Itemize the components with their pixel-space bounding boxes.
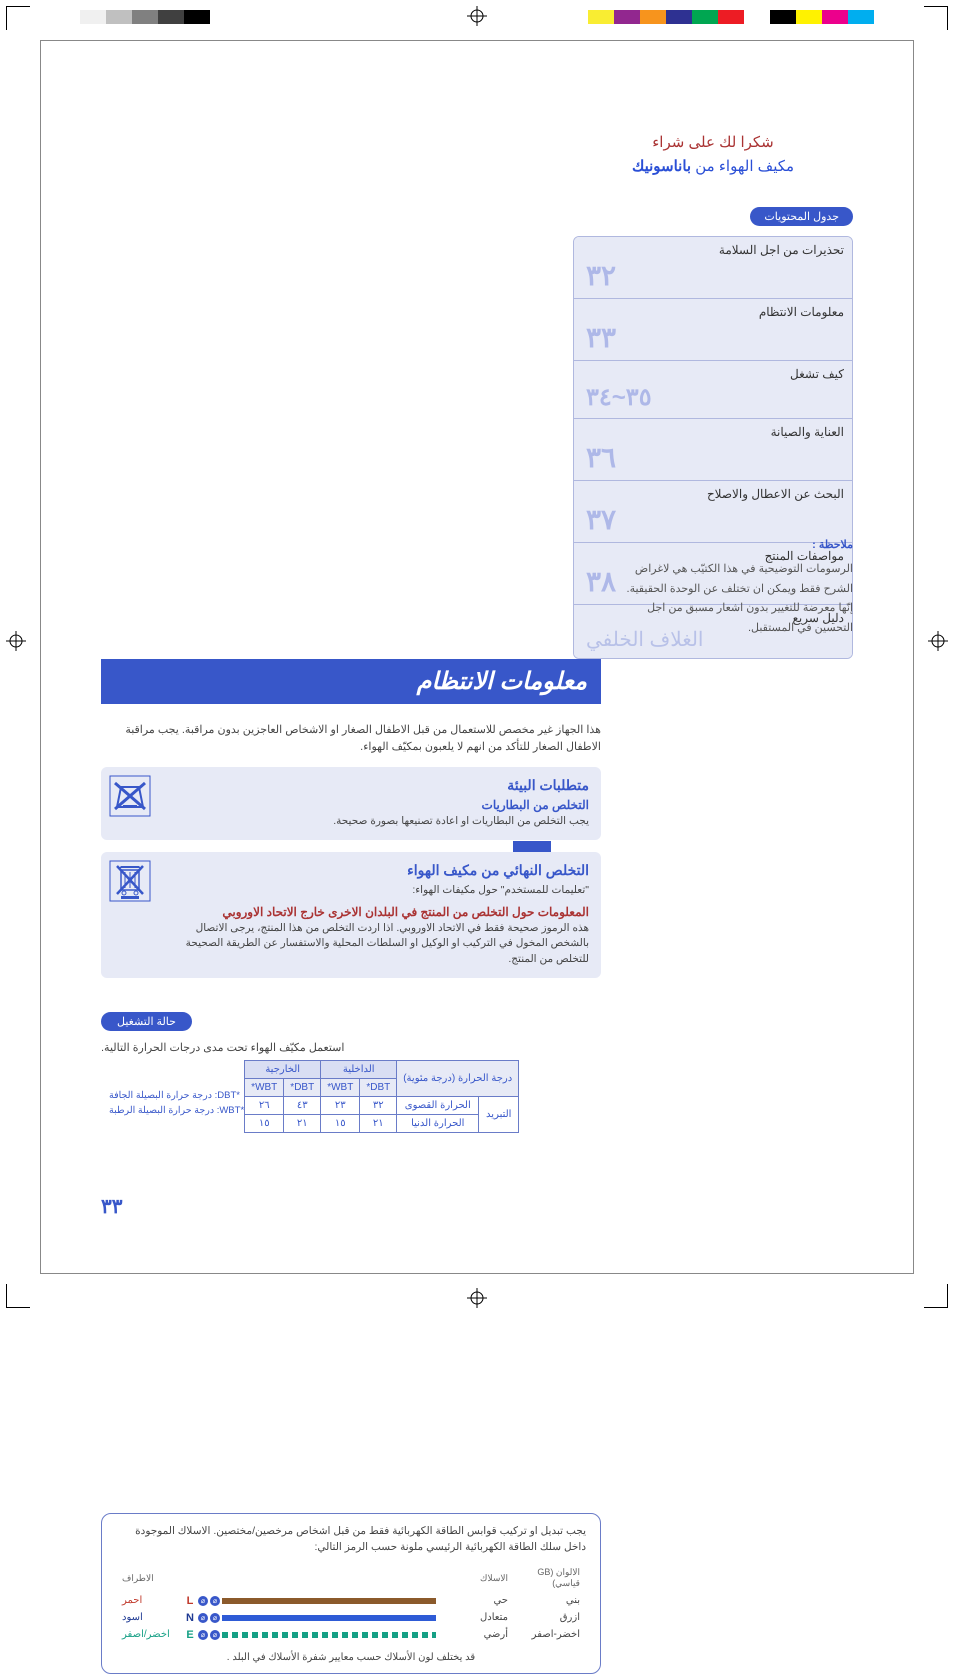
note-block: ملاحظة : الرسومات التوضيحية في هذا الكتي… xyxy=(593,536,853,639)
wiring-row: اخضر-اصفرأرضي⌀⌀Eاخضر/اصفر xyxy=(118,1627,584,1642)
wire-letter: N xyxy=(184,1612,196,1624)
registration-mark-icon xyxy=(6,631,26,651)
wire-color: بني xyxy=(514,1593,584,1608)
color-bar xyxy=(80,10,210,24)
toc-item: تحذيرات من اجل السلامة٣٢ xyxy=(574,237,852,299)
section-title: معلومات الانتظام xyxy=(101,659,601,704)
td-v: ٤٣ xyxy=(284,1096,321,1114)
registration-mark-icon xyxy=(928,631,948,651)
wiring-table: الالوان (GB قياسي) الاسلاك الاطراف بنيحي… xyxy=(116,1563,586,1644)
toc-page: ٣٣ xyxy=(574,321,852,360)
toc-label: معلومات الانتظام xyxy=(574,299,852,321)
td-v: ٣٢ xyxy=(360,1096,397,1114)
td-v: ٢١ xyxy=(284,1114,321,1132)
wire-term: احمر xyxy=(118,1593,178,1608)
toc-label: تحذيرات من اجل السلامة xyxy=(574,237,852,259)
disposal-box: التخلص النهائي من مكيف الهواء "تعليمات ل… xyxy=(101,852,601,978)
td-v: ٢٣ xyxy=(321,1096,360,1114)
th-main: درجة الحرارة (درجة مئوية) xyxy=(397,1060,519,1096)
toc-page: ٣٢ xyxy=(574,259,852,298)
toc-page: ٣٥~٣٤ xyxy=(574,383,852,418)
th-outdoor: الخارجية xyxy=(245,1060,321,1078)
wire-bar: ⌀⌀E xyxy=(180,1627,440,1642)
battery-recycle-icon xyxy=(109,775,151,817)
registration-mark-icon xyxy=(467,6,487,26)
env-h4: التخلص من البطاريات xyxy=(161,798,589,812)
td-mode: التبريد xyxy=(479,1096,519,1132)
wire-bar: ⌀⌀L xyxy=(180,1593,440,1608)
note-dbt: *DBT: درجة حرارة البصيلة الجافة xyxy=(109,1088,244,1103)
note-title: ملاحظة : xyxy=(593,536,853,556)
th-dbt2: DBT* xyxy=(284,1078,321,1096)
toc-item: معلومات الانتظام٣٣ xyxy=(574,299,852,361)
thanks-line1: شكرا لك على شراء xyxy=(573,131,853,155)
environment-box: متطلبات البيئة التخلص من البطاريات يجب ا… xyxy=(101,767,601,840)
color-bar xyxy=(588,10,874,24)
weee-bin-icon xyxy=(109,860,151,902)
wire-term: اسود xyxy=(118,1610,178,1625)
wh-wires: الاسلاك xyxy=(442,1565,512,1591)
note-l4: التحسين في المستقبل. xyxy=(593,619,853,639)
toc-label: العناية والصيانة xyxy=(574,419,852,441)
wire-conn: أرضي xyxy=(442,1627,512,1642)
td-v: ١٥ xyxy=(321,1114,360,1132)
wire-color: ازرق xyxy=(514,1610,584,1625)
toc-item: كيف تشغل٣٥~٣٤ xyxy=(574,361,852,419)
th-dbt: DBT* xyxy=(360,1078,397,1096)
wiring-intro: يجب تبديل او تركيب قوابس الطاقة الكهربائ… xyxy=(116,1524,586,1556)
th-indoor: الداخلية xyxy=(321,1060,397,1078)
wire-color: اخضر-اصفر xyxy=(514,1627,584,1642)
temperature-table: درجة الحرارة (درجة مئوية) الداخلية الخار… xyxy=(244,1060,519,1133)
condition-intro: استعمل مكيّف الهواء تحت مدى درجات الحرار… xyxy=(101,1041,601,1054)
note-l1: الرسومات التوضيحية في هذا الكتيّب هي لاغ… xyxy=(593,560,853,580)
disposal-h3: التخلص النهائي من مكيف الهواء xyxy=(161,862,589,879)
wire-conn: متعادل xyxy=(442,1610,512,1625)
note-wbt: *WBT: درجة حرارة البصيلة الرطبة xyxy=(109,1103,244,1118)
thanks-line2-prefix: مكيف الهواء من xyxy=(691,158,794,175)
toc-item: العناية والصيانة٣٦ xyxy=(574,419,852,481)
td-v: ٢٦ xyxy=(245,1096,284,1114)
toc-title-pill: جدول المحتويات xyxy=(750,207,853,226)
env-p: يجب التخلص من البطاريات او اعادة تصنيعها… xyxy=(161,814,589,830)
toc-label: البحث عن الاعطال والاصلاح xyxy=(574,481,852,503)
note-l3: إنّها معرضة للتغيير بدون اشعار مسبق من ا… xyxy=(593,599,853,619)
disposal-h4: المعلومات حول التخلص من المنتج في البلدا… xyxy=(161,905,589,919)
wh-terms: الاطراف xyxy=(118,1565,178,1591)
note-l2: الشرح فقط ويمكن ان تختلف عن الوحدة الحقي… xyxy=(593,580,853,600)
temp-notes: *DBT: درجة حرارة البصيلة الجافة *WBT: در… xyxy=(109,1088,244,1118)
thanks-brand: باناسونيك xyxy=(632,158,691,175)
th-wbt2: WBT* xyxy=(245,1078,284,1096)
disposal-p2: هذه الرموز صحيحة فقط في الاتحاد الاوروبي… xyxy=(161,921,589,968)
intro-paragraph: هذا الجهاز غير مخصص للاستعمال من قبل الا… xyxy=(101,722,601,755)
condition-pill: حالة التشغيل xyxy=(101,1012,192,1031)
wire-bar: ⌀⌀N xyxy=(180,1610,440,1625)
th-wbt: WBT* xyxy=(321,1078,360,1096)
wiring-row: بنيحي⌀⌀Lاحمر xyxy=(118,1593,584,1608)
thanks-block: شكرا لك على شراء مكيف الهواء من باناسوني… xyxy=(573,131,853,179)
env-h3: متطلبات البيئة xyxy=(161,777,589,794)
toc-page: ٣٦ xyxy=(574,441,852,480)
td-max: الحرارة القصوى xyxy=(397,1096,479,1114)
wire-letter: E xyxy=(184,1629,196,1641)
wiring-footer: قد يختلف لون الأسلاك حسب معايير شفرة الأ… xyxy=(116,1652,586,1663)
disposal-p1: "تعليمات للمستخدم" حول مكيفات الهواء: xyxy=(161,883,589,899)
wiring-row: ازرقمتعادل⌀⌀Nاسود xyxy=(118,1610,584,1625)
wiring-box: يجب تبديل او تركيب قوابس الطاقة الكهربائ… xyxy=(101,1513,601,1674)
td-v: ٢١ xyxy=(360,1114,397,1132)
wire-conn: حي xyxy=(442,1593,512,1608)
toc-label: كيف تشغل xyxy=(574,361,852,383)
toc-item: البحث عن الاعطال والاصلاح٣٧ xyxy=(574,481,852,543)
wire-letter: L xyxy=(184,1595,196,1607)
wire-term: اخضر/اصفر xyxy=(118,1627,178,1642)
wh-colors: الالوان (GB قياسي) xyxy=(514,1565,584,1591)
td-v: ١٥ xyxy=(245,1114,284,1132)
td-min: الحرارة الدنيا xyxy=(397,1114,479,1132)
page-number: ٣٣ xyxy=(101,1194,122,1219)
